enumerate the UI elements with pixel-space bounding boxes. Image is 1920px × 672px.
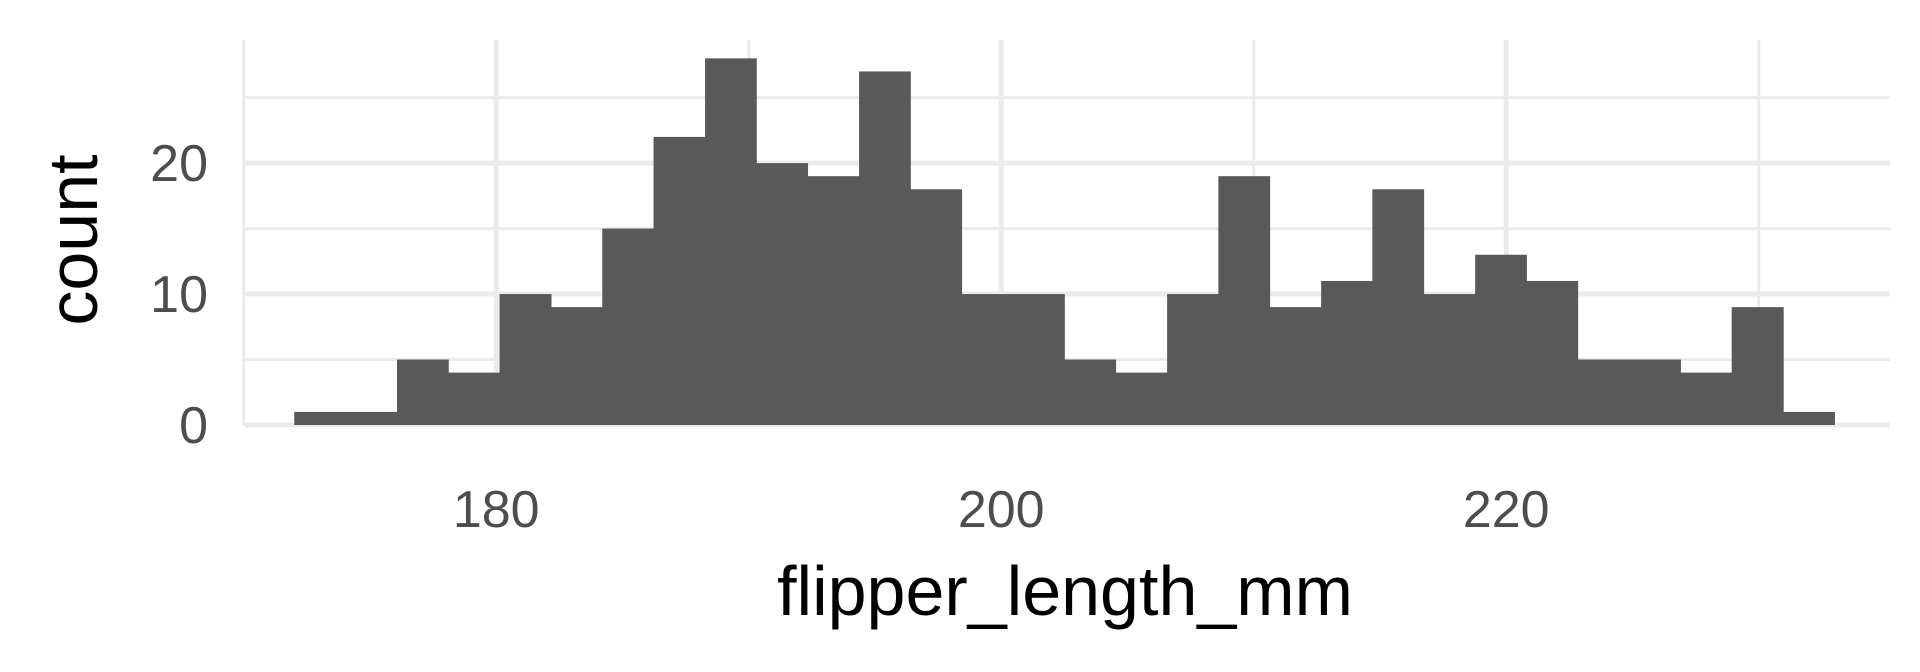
histogram-bar (1064, 359, 1117, 425)
y-axis-title: count (34, 154, 112, 325)
histogram-bar (1321, 280, 1373, 425)
histogram-bar (1680, 372, 1733, 425)
bars-layer (294, 58, 1835, 425)
histogram-bar (1629, 359, 1681, 425)
histogram-bar (1372, 189, 1425, 425)
y-tick-label: 20 (150, 135, 208, 193)
histogram-bar (756, 163, 809, 425)
y-tick-label: 10 (150, 266, 208, 324)
histogram-bar (910, 189, 963, 425)
histogram-bar (1783, 411, 1835, 425)
y-tick-label: 0 (179, 397, 208, 455)
histogram-bar (294, 411, 346, 425)
histogram-bar (807, 176, 860, 425)
histogram-bar (1013, 294, 1065, 425)
histogram-bar (397, 359, 449, 425)
histogram-bar (1423, 294, 1476, 425)
histogram-bar (653, 136, 706, 425)
x-axis-title: flipper_length_mm (777, 552, 1353, 630)
histogram-bar (1269, 307, 1322, 425)
histogram-bar (602, 228, 655, 425)
histogram-bar (961, 294, 1014, 425)
histogram-bar (345, 411, 398, 425)
x-tick-label: 220 (1463, 481, 1550, 539)
histogram-bar (1526, 280, 1579, 425)
histogram-bar (1115, 372, 1168, 425)
histogram-bar (1218, 176, 1271, 425)
histogram-bar (1167, 294, 1219, 425)
x-tick-label: 180 (453, 481, 540, 539)
histogram-bar (859, 71, 911, 425)
histogram-bar (705, 58, 757, 425)
histogram-bar (551, 307, 603, 425)
histogram-bar (1475, 254, 1527, 425)
histogram-bar (1731, 307, 1784, 425)
histogram-bar (1577, 359, 1630, 425)
tick-labels-layer: 180 200 220 0 10 20 (150, 135, 1549, 539)
histogram-bar (499, 294, 552, 425)
histogram-bar (448, 372, 501, 425)
x-tick-label: 200 (958, 481, 1045, 539)
